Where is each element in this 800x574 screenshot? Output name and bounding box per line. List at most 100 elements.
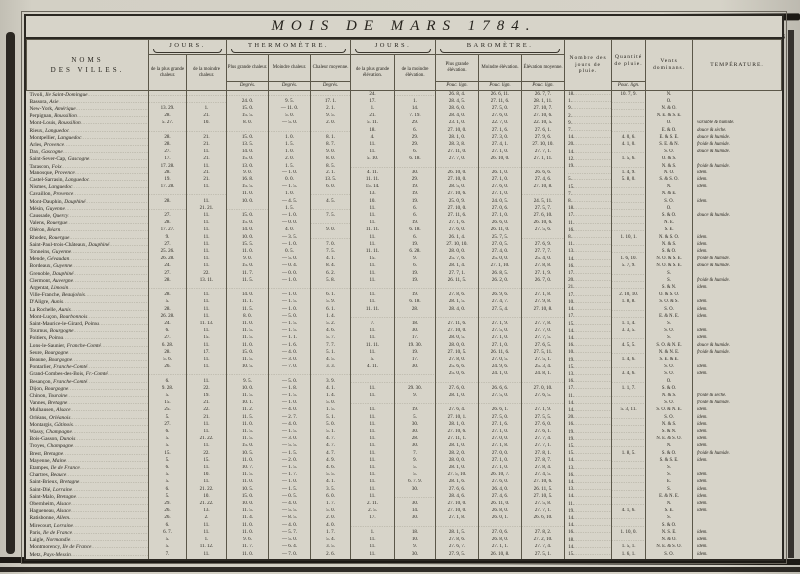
cell-t: froide & humide. <box>692 277 782 285</box>
cell-d: 16......................................… <box>564 421 612 429</box>
cell-b1: 27. 10, 0. <box>435 500 479 508</box>
cell-t3: ........................................… <box>309 190 351 199</box>
cell-b3: 27. 1, 9. <box>521 270 565 278</box>
cell-q: ........................................… <box>611 363 646 371</box>
dot-leader: ........................................… <box>70 501 148 507</box>
cell-j2: 21. 22. <box>186 486 227 494</box>
cell-j4: ........................................… <box>394 370 436 379</box>
cell-j1: 9. 28. <box>148 385 187 393</box>
cell-t1: 11. 5. <box>226 471 269 479</box>
cell-j2: 21. <box>186 414 227 422</box>
cell-b3: 27. 7, 4. <box>521 435 565 443</box>
cell-j4: 6. <box>394 234 436 242</box>
cell-d: 19......................................… <box>564 507 612 515</box>
cell-b1: 23. 1, 0. <box>435 119 479 128</box>
dot-leader: ........................................… <box>74 170 148 176</box>
cell-t1: 15. 0. <box>226 262 269 271</box>
cell-t1: ........................................… <box>226 127 269 135</box>
table-sheet: MOIS DE MARS 1784. NOMS DES VILLES. JOUR… <box>21 11 787 564</box>
cell-b3: 27. 5, 5. <box>521 414 565 422</box>
cell-j3: 2. 11. <box>350 500 395 508</box>
cell-w: S. O. <box>645 551 693 559</box>
cell-b2: 26. 11, 6. <box>478 349 522 357</box>
scan-edge-bottom-2 <box>0 567 800 572</box>
cell-j1: 27. <box>148 421 187 429</box>
cell-j2: 11. <box>186 234 227 242</box>
table-row: Saint-Maurice-le-Girard, Poitou.........… <box>27 320 782 328</box>
city-name-cell: Mésin, Guyenne..........................… <box>27 205 149 212</box>
cell-b1: 28. 0, 5. <box>435 334 479 343</box>
cell-d: 11......................................… <box>564 219 612 227</box>
cell-d: 15......................................… <box>564 183 612 191</box>
cell-j3: 11. 11. <box>350 176 395 184</box>
province-name: Orléanois <box>48 414 71 421</box>
header-group-barometre: BAROMÈTRE. <box>435 39 566 55</box>
cell-t: douce & humide. <box>692 262 782 271</box>
table-row: Pontarlier, Franche-Comté...............… <box>27 363 782 371</box>
province-name: Normandie <box>45 537 71 544</box>
cell-t2: — 5. 0. <box>268 378 311 386</box>
cell-b2: 27. 4, 1. <box>478 141 522 149</box>
cell-b3: ........................................… <box>521 190 565 199</box>
cell-b2: 25. 0, 0. <box>478 255 522 263</box>
cell-d: 17......................................… <box>564 385 612 393</box>
cell-j4: 6. 7. 9. <box>394 478 436 487</box>
dot-leader: ........................................… <box>79 479 148 485</box>
city-name: Mont-Louis, <box>29 120 58 127</box>
city-name-cell: Castel-Sarrasin, Languedoc..............… <box>27 176 149 183</box>
cell-d: 15......................................… <box>564 450 612 458</box>
cell-j3: 11. <box>350 551 395 559</box>
dot-leader: ........................................… <box>72 486 148 492</box>
cell-w: O. <box>645 378 693 386</box>
cell-j2: 11. <box>186 464 227 472</box>
cell-b3: 27. 8, 2. <box>521 529 565 537</box>
cell-b1: 28. 4, 0. <box>435 306 479 314</box>
cell-j3: 5. 10. <box>350 155 395 164</box>
cell-d: 12......................................… <box>564 155 612 164</box>
province-name: Languedoc <box>48 184 73 191</box>
cell-b1: ........................................… <box>435 378 479 386</box>
cell-t1: 10. 5. <box>226 363 269 371</box>
cell-b3: 27. 1, 11. <box>521 155 565 164</box>
cell-j2: ........................................… <box>186 190 227 199</box>
cell-q: ........................................… <box>611 226 646 235</box>
cell-b2: 26. 10, 7. <box>478 471 522 479</box>
cell-j3: 11. <box>350 493 395 501</box>
city-name: Rieux, <box>29 127 46 134</box>
cell-w: N. O. <box>645 170 693 177</box>
cell-d: ........................................… <box>564 170 612 177</box>
dot-leader: ........................................… <box>107 371 148 377</box>
province-name: Aunis <box>58 306 71 313</box>
city-name-cell: Besançon, Franche-Comté.................… <box>27 378 149 385</box>
cell-t1: 10. 0. <box>226 500 269 508</box>
cell-b2: 27. 6, 0. <box>478 112 522 120</box>
table-row: Rhodez, Rouergue........................… <box>27 234 782 242</box>
cell-t: idem. <box>692 198 782 206</box>
cell-j2: 15. <box>186 334 227 343</box>
cell-d: 17......................................… <box>564 212 612 220</box>
cell-j2: 11. <box>186 163 227 171</box>
cell-t1: 11. 2. <box>226 406 269 415</box>
cell-q: ........................................… <box>611 313 646 321</box>
cell-j1: 17. <box>148 155 187 164</box>
cell-q: 5. 8, 0. <box>611 176 646 184</box>
cell-b3: 27. 5, 7. <box>521 205 565 213</box>
city-name-cell: Orléans, Orléanois......................… <box>27 414 149 421</box>
province-name: Gascogne <box>41 149 63 156</box>
cell-t2: — 1. 1. <box>268 334 311 343</box>
cell-w: O. & S. <box>645 155 693 164</box>
table-row: Mont-Louis, Roussillon..................… <box>27 119 782 128</box>
cell-t3: 4. 1. <box>309 478 351 487</box>
cell-t1: 11. 0. <box>226 320 269 328</box>
cell-j2: 11. <box>186 421 227 429</box>
cell-b1: 26. 8, 4. <box>435 90 479 99</box>
header-group-jours-2: JOURS. <box>350 39 437 55</box>
province-name: Ile de France <box>42 529 73 536</box>
dot-leader: ........................................… <box>71 429 148 435</box>
cell-t1: 14. 0. <box>226 226 269 235</box>
dot-leader: ........................................… <box>70 551 148 557</box>
cell-b1: 27. 7, 0. <box>435 155 479 164</box>
cell-b1: 25. 0, 9. <box>435 198 479 206</box>
city-name-cell: Grand-Combes-des-Bois, Fr.-Comté........… <box>27 371 149 378</box>
cell-j4: 17. <box>394 356 436 364</box>
